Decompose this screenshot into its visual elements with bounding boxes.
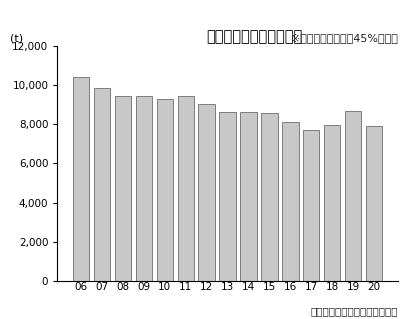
Bar [365, 126, 381, 281]
Bar [219, 112, 235, 281]
Bar [281, 122, 298, 281]
Bar [240, 112, 256, 281]
Bar [177, 96, 193, 281]
Bar [344, 111, 360, 281]
Bar [135, 96, 152, 281]
Text: (t): (t) [10, 34, 23, 44]
Bar [94, 88, 110, 281]
Title: こうや豆腐製造量の推移: こうや豆腐製造量の推移 [206, 29, 302, 44]
Text: 長野県凍豆腐工業協同組合調べ: 長野県凍豆腐工業協同組合調べ [310, 306, 397, 316]
Bar [198, 104, 214, 281]
Bar [115, 96, 131, 281]
Bar [73, 77, 89, 281]
Bar [156, 99, 173, 281]
Bar [261, 113, 277, 281]
Bar [302, 130, 319, 281]
Bar [323, 125, 339, 281]
Text: ※すべて歩留まり率45%で推計: ※すべて歩留まり率45%で推計 [290, 33, 397, 43]
